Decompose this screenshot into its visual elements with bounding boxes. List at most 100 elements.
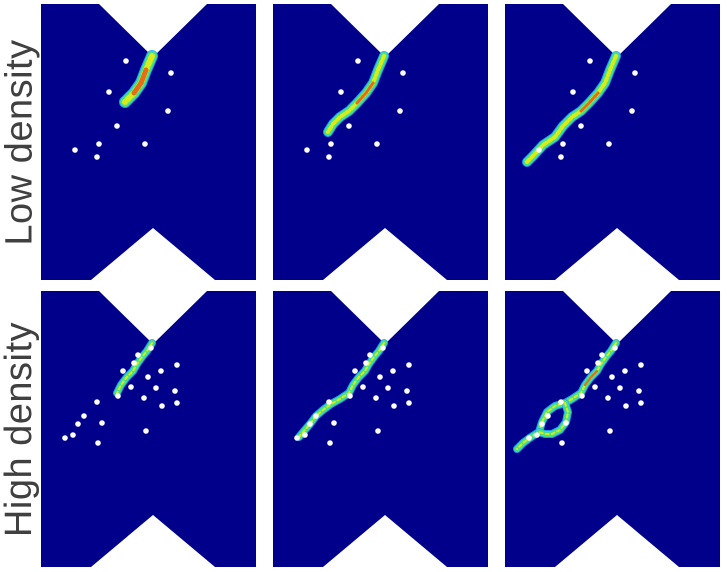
inclusion-dot [99,420,105,426]
inclusion-dot [587,58,593,64]
inclusion-dot [304,147,310,153]
inclusion-dot [355,58,361,64]
crack-hotspot [131,67,149,96]
inclusion-dot [579,393,585,399]
simulation-panel [41,4,256,280]
crack-path-core [116,342,153,394]
bottom-notch [323,228,447,280]
top-notch [563,291,671,344]
top-notch [99,291,207,344]
row-label-high-density: High density [0,291,41,567]
inclusion-dot [328,141,334,147]
inclusion-dot [606,141,612,147]
inclusion-dot [545,413,551,419]
row-label-text: High density [0,321,41,537]
inclusion-dot [375,428,381,434]
inclusion-dot [75,421,81,427]
inclusion-dot [400,70,406,76]
inclusion-dot [148,345,154,351]
inclusion-dot [539,421,545,427]
inclusion-dot [327,440,333,446]
inclusion-dot [570,89,576,95]
inclusion-dot [377,374,383,380]
inclusion-dot [131,360,137,366]
inclusion-dot [385,385,391,391]
simulation-panel [273,4,488,280]
inclusion-dot [106,89,112,95]
inclusion-dot [331,420,337,426]
inclusion-dot [352,368,358,374]
inclusion-dot [623,403,629,409]
row-label-low-density: Low density [0,4,41,280]
inclusion-dot [592,384,598,390]
crack-hotspot [584,370,598,386]
inclusion-dot [174,400,180,406]
inclusion-dot [95,440,101,446]
inclusion-dot [558,154,564,160]
inclusion-dot [94,154,100,160]
inclusion-dot [145,374,151,380]
inclusion-dot [622,368,628,374]
inclusion-dot [158,368,164,374]
crack-path-core [538,402,569,435]
inclusion-dot [558,399,564,405]
inclusion-dot [174,362,180,368]
inclusion-dot [307,421,313,427]
inclusion-dot [142,141,148,147]
inclusion-dot [612,345,618,351]
inclusion-dot [96,141,102,147]
inclusion-dot [406,400,412,406]
inclusion-dot [313,413,319,419]
inclusion-dot [560,141,566,147]
inclusion-dot [135,352,141,358]
inclusion-dot [404,388,410,394]
inclusion-dot [534,432,540,438]
inclusion-dot [94,399,100,405]
inclusion-dot [159,403,165,409]
inclusion-dot [70,432,76,438]
inclusion-dot [326,399,332,405]
top-notch [563,4,671,57]
inclusion-dot [72,147,78,153]
inclusion-dot [360,384,366,390]
inclusion-dot [636,388,642,394]
inclusion-dot [632,70,638,76]
crack-path-core [298,342,385,438]
inclusion-dot [559,440,565,446]
inclusion-dot [123,58,129,64]
inclusion-dot [168,70,174,76]
inclusion-dot [363,360,369,366]
inclusion-dot [584,368,590,374]
inclusion-dot [609,374,615,380]
inclusion-dot [595,360,601,366]
inclusion-dot [391,403,397,409]
simulation-panel [505,4,720,280]
inclusion-dot [617,385,623,391]
inclusion-dot [62,435,68,441]
inclusion-dot [165,108,171,114]
inclusion-dot [406,362,412,368]
inclusion-dot [143,428,149,434]
inclusion-dot [390,368,396,374]
inclusion-dot [526,435,532,441]
inclusion-dot [153,385,159,391]
inclusion-dot [294,435,300,441]
inclusion-dot [115,393,121,399]
bottom-notch [555,228,679,280]
crack-hotspot [579,91,600,113]
inclusion-dot [638,400,644,406]
inclusion-dot [373,395,379,401]
bottom-notch [323,515,447,567]
bottom-notch [91,228,215,280]
crack-path-core [525,54,618,164]
inclusion-dot [128,384,134,390]
inclusion-dot [374,141,380,147]
inclusion-dot [607,428,613,434]
simulation-panel [41,291,256,567]
inclusion-dot [141,395,147,401]
inclusion-dot [302,432,308,438]
crack-hotspot [355,81,375,105]
simulation-panel [505,291,720,567]
inclusion-dot [638,362,644,368]
simulation-panel [273,291,488,567]
